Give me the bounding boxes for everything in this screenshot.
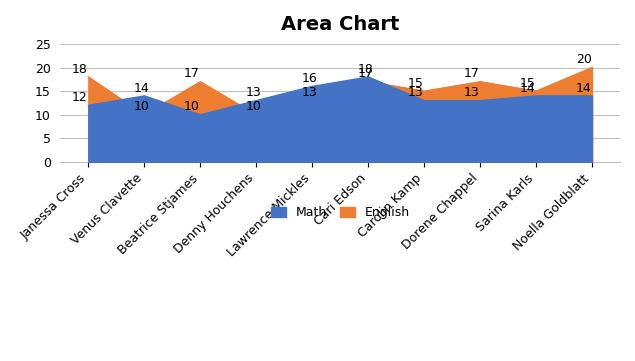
Text: 12: 12 — [72, 91, 88, 104]
Text: 14: 14 — [520, 82, 535, 95]
Text: 17: 17 — [358, 67, 373, 80]
Text: 10: 10 — [184, 100, 200, 113]
Legend: Math, English: Math, English — [266, 201, 415, 225]
Text: 17: 17 — [464, 67, 479, 80]
Text: 14: 14 — [133, 82, 149, 95]
Text: 13: 13 — [246, 86, 262, 99]
Text: 13: 13 — [302, 86, 318, 99]
Text: 10: 10 — [246, 100, 262, 113]
Text: 18: 18 — [358, 62, 373, 75]
Text: 13: 13 — [464, 86, 479, 99]
Text: 15: 15 — [519, 77, 535, 90]
Text: 17: 17 — [184, 67, 200, 80]
Text: 10: 10 — [133, 100, 149, 113]
Text: 18: 18 — [72, 62, 88, 75]
Text: 15: 15 — [408, 77, 424, 90]
Title: Area Chart: Area Chart — [281, 15, 399, 34]
Text: 13: 13 — [408, 86, 424, 99]
Text: 14: 14 — [576, 82, 591, 95]
Text: 16: 16 — [302, 72, 318, 85]
Text: 20: 20 — [576, 53, 592, 66]
